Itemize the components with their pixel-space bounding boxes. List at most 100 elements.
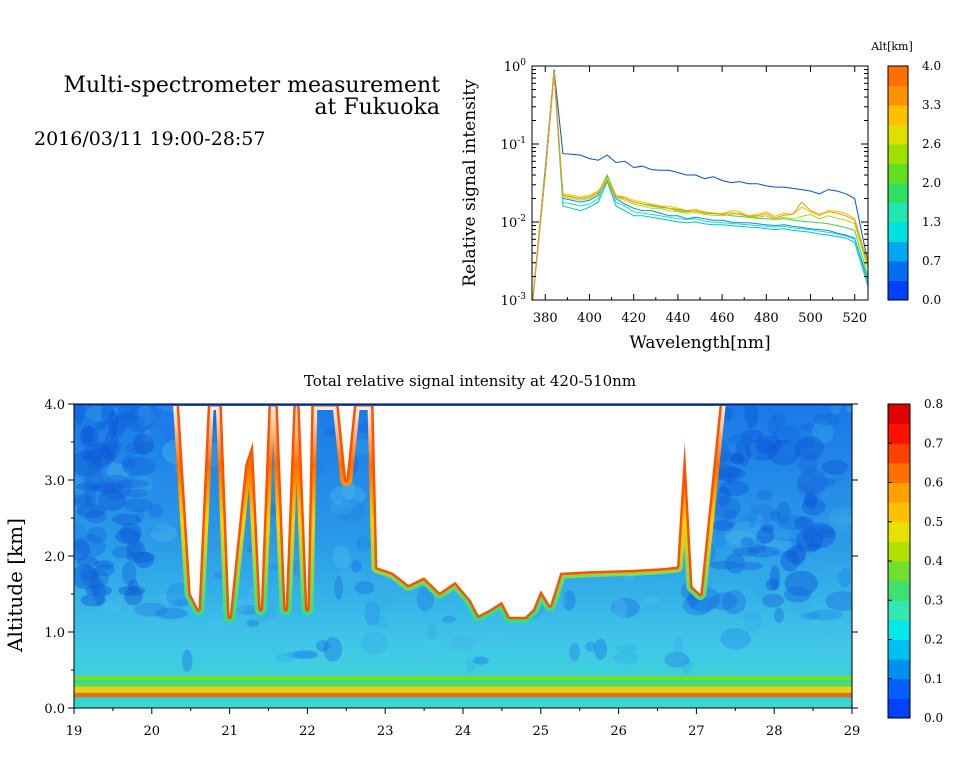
spectrum-series-line-2 — [532, 73, 868, 300]
intensity-colorbar-tick: 0.7 — [924, 436, 943, 450]
heatmap-texture-patch — [796, 474, 829, 494]
heatmap-texture-patch — [122, 457, 156, 476]
heatmap-texture-patch — [723, 509, 738, 520]
intensity-colorbar-tick: 0.5 — [924, 515, 943, 529]
spectrum-series-line-3 — [532, 72, 868, 300]
heatmap-texture-patch — [275, 652, 296, 663]
spectrum-chart: 380 400 420 440 460 480 500 520 10-3 10-2 10-1 100… — [460, 40, 941, 353]
heatmap-texture-patch — [821, 459, 849, 475]
date-range: 2016/03/11 19:00-28:57 — [34, 128, 266, 150]
heatmap-texture-patch — [728, 538, 751, 549]
heatmap-texture-patch — [785, 545, 807, 564]
surface-layer-band — [74, 697, 852, 704]
heatmap-texture-patch — [798, 453, 818, 475]
heatmap-texture-patch — [131, 416, 146, 429]
heatmap-texture-patch — [725, 553, 745, 574]
heatmap-texture-patch — [709, 560, 740, 570]
heatmap-texture-patch — [365, 579, 395, 591]
heatmap-texture-patch — [811, 638, 844, 660]
heatmap-texture-patch — [815, 404, 836, 415]
heatmap-texture-patch — [76, 503, 106, 518]
heatmap-texture-patch — [710, 592, 738, 611]
heatmap-texture-patch — [772, 425, 801, 445]
cloud-region — [179, 404, 720, 617]
heatmap-texture-patch — [426, 624, 438, 641]
surface-layer-band — [74, 692, 852, 698]
intensity-colorbar-swatch — [888, 423, 910, 444]
heatmap-xtick-label: 21 — [221, 724, 238, 739]
heatmap-texture-patch — [682, 595, 713, 616]
heatmap-ytick-label: 1.0 — [44, 626, 65, 641]
heatmap-texture-patch — [76, 430, 94, 447]
heatmap-texture-patch — [74, 491, 92, 507]
heatmap-texture-patch — [128, 533, 141, 560]
heatmap-xtick-label: 25 — [533, 724, 550, 739]
heatmap-texture-patch — [80, 593, 106, 607]
heatmap-texture-patch — [98, 489, 127, 511]
heatmap-texture-patch — [111, 416, 126, 437]
intensity-colorbar-swatch — [888, 698, 910, 719]
heatmap-texture-patch — [81, 424, 95, 445]
heatmap-texture-patch — [125, 551, 155, 563]
heatmap-xtick-label: 20 — [144, 724, 161, 739]
intensity-colorbar-tick: 0.8 — [924, 397, 943, 411]
heatmap-texture-patch — [764, 549, 775, 559]
heatmap-texture-patch — [612, 597, 627, 624]
heatmap-texture-patch — [122, 406, 155, 433]
heatmap-texture-patch — [85, 405, 122, 422]
heatmap-ytick-label: 3.0 — [44, 474, 65, 489]
heatmap-texture-patch — [752, 503, 775, 524]
heatmap-texture-patch — [116, 479, 149, 489]
spectrum-series-line-1 — [532, 71, 868, 300]
heatmap-texture-patch — [89, 571, 101, 595]
heatmap-texture-patch — [824, 478, 836, 487]
heatmap-texture-patch — [115, 528, 141, 545]
heatmap-texture-patch — [182, 649, 193, 672]
title-block: Multi-spectrometer measurement at Fukuok… — [0, 0, 450, 160]
spectrum-xtick-label: 400 — [577, 311, 602, 326]
heatmap-xtick-label: 26 — [610, 724, 627, 739]
heatmap-texture-patch — [95, 421, 107, 430]
intensity-colorbar-swatch — [888, 639, 910, 660]
intensity-colorbar-swatch — [888, 482, 910, 503]
altitude-colorbar-swatch — [888, 144, 908, 164]
heatmap-texture-patch — [342, 484, 353, 509]
altitude-colorbar-swatch — [888, 183, 908, 203]
heatmap-texture-patch — [81, 406, 116, 418]
spectrum-xtick-label: 500 — [798, 311, 823, 326]
altitude-colorbar-swatch — [888, 124, 908, 145]
heatmap-texture-patch — [173, 599, 192, 606]
heatmap-texture-patch — [796, 528, 824, 553]
heatmap-texture-patch — [828, 508, 852, 526]
heatmap-texture-patch — [764, 539, 787, 561]
heatmap-texture-patch — [611, 597, 640, 618]
heatmap-texture-patch — [752, 513, 763, 522]
heatmap-xtick-label: 28 — [766, 724, 783, 739]
heatmap-texture-patch — [126, 540, 145, 559]
spectrum-series-line-0 — [532, 69, 868, 300]
altitude-colorbar-swatch — [888, 202, 908, 223]
heatmap-texture-patch — [816, 528, 836, 538]
spectrum-xtick-label: 480 — [754, 311, 779, 326]
heatmap-texture-patch — [755, 587, 766, 602]
heatmap-texture-patch — [122, 561, 137, 586]
heatmap-xtick-label: 29 — [844, 724, 861, 739]
top-boundary-band — [74, 404, 852, 406]
altitude-colorbar-swatch — [888, 163, 908, 184]
heatmap-texture-patch — [100, 474, 132, 500]
heatmap-texture-patch — [754, 435, 782, 454]
heatmap-texture-patch — [756, 527, 775, 544]
spectrum-ytick-label: 10-3 — [501, 292, 527, 309]
heatmap-texture-patch — [334, 575, 344, 600]
heatmap-texture-patch — [133, 433, 154, 455]
heatmap-texture-patch — [613, 651, 638, 665]
intensity-colorbar-swatch — [888, 678, 910, 699]
altitude-colorbar-tick: 1.3 — [922, 215, 941, 229]
heatmap-texture-patch — [777, 515, 810, 531]
heatmap-ytick-label: 4.0 — [44, 398, 65, 413]
heatmap-texture-patch — [767, 415, 779, 436]
heatmap-texture-patch — [720, 628, 751, 650]
heatmap-xtick-label: 22 — [299, 724, 316, 739]
altitude-colorbar-label: Alt[km] — [870, 40, 913, 53]
